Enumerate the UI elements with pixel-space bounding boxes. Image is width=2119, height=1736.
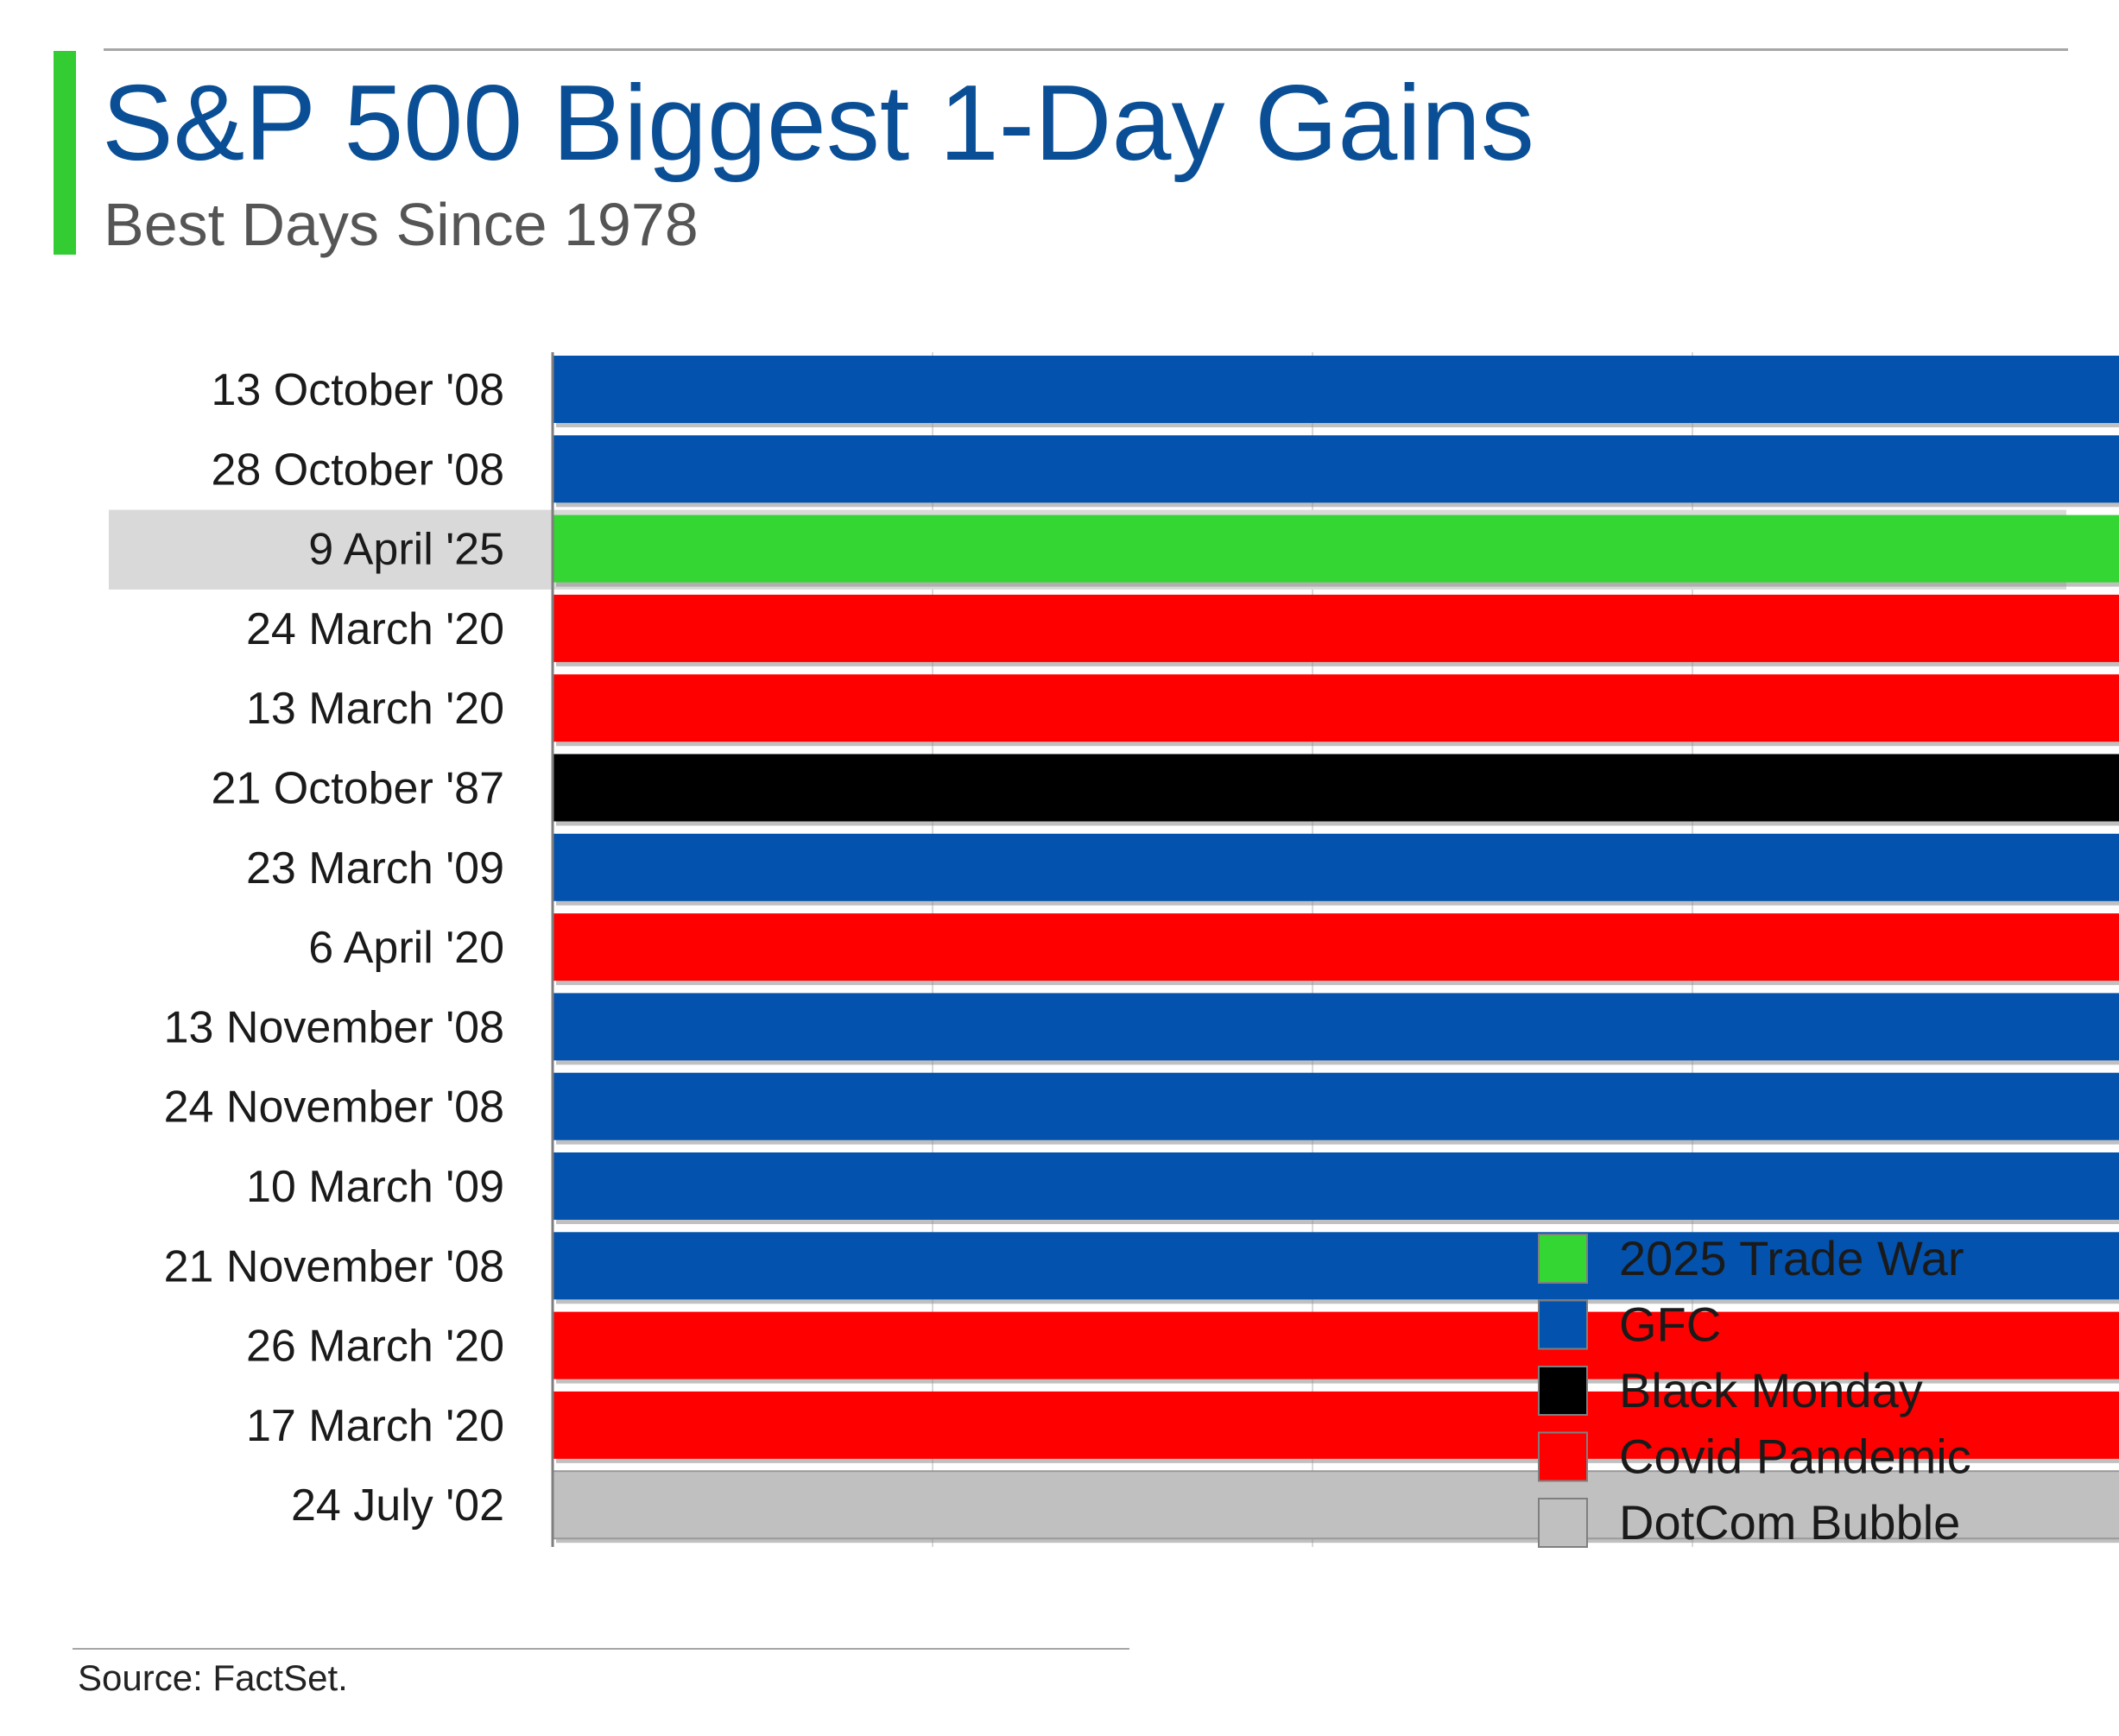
category-label: 24 July '02 [291, 1480, 504, 1531]
bar-13 [553, 1391, 2119, 1459]
category-label: 6 April '20 [308, 923, 504, 973]
bar-11 [553, 1232, 2119, 1300]
legend-swatch [1538, 1299, 1588, 1350]
category-label: 13 March '20 [246, 684, 504, 734]
category-label: 17 March '20 [246, 1401, 504, 1451]
category-label: 21 November '08 [164, 1241, 504, 1291]
bar-8 [553, 993, 2119, 1061]
bar-9 [553, 1072, 2119, 1140]
category-label: 24 November '08 [164, 1083, 504, 1133]
bar-chart: 13 October '08+11.6%28 October '08+10.8%… [109, 352, 2119, 1550]
title-accent-bar [54, 51, 76, 255]
bar-7 [553, 913, 2119, 982]
legend-swatch [1538, 1498, 1588, 1548]
bar-2 [553, 514, 2119, 583]
chart-subtitle: Best Days Since 1978 [104, 191, 699, 258]
legend-swatch [1538, 1431, 1588, 1482]
category-label: 13 October '08 [212, 365, 504, 415]
category-label: 21 October '87 [212, 764, 504, 814]
category-label: 28 October '08 [212, 445, 504, 495]
bar-6 [553, 833, 2119, 901]
legend-label: Covid Pandemic [1619, 1430, 1971, 1484]
bar-1 [553, 435, 2119, 503]
legend-label: 2025 Trade War [1619, 1231, 1964, 1285]
category-label: 26 March '20 [246, 1322, 504, 1372]
category-label: 13 November '08 [164, 1002, 504, 1052]
bar-12 [553, 1311, 2119, 1379]
bar-4 [553, 674, 2119, 742]
category-label: 24 March '20 [246, 604, 504, 654]
bar-3 [553, 594, 2119, 662]
chart-title: S&P 500 Biggest 1-Day Gains [102, 64, 1534, 183]
category-label: 9 April '25 [308, 525, 504, 575]
category-label: 10 March '09 [246, 1162, 504, 1212]
bar-10 [553, 1152, 2119, 1220]
source-note: Source: FactSet. [78, 1657, 348, 1698]
legend-swatch [1538, 1366, 1588, 1416]
top-rule [104, 48, 2068, 51]
legend-swatch [1538, 1234, 1588, 1284]
legend-label: GFC [1619, 1297, 1721, 1352]
legend-label: DotCom Bubble [1619, 1495, 1960, 1550]
source-rule [73, 1648, 1129, 1650]
category-label: 23 March '09 [246, 843, 504, 893]
bar-14 [552, 1470, 2119, 1540]
legend-label: Black Monday [1619, 1363, 1923, 1417]
bar-0 [553, 356, 2119, 423]
bar-5 [553, 754, 2119, 822]
